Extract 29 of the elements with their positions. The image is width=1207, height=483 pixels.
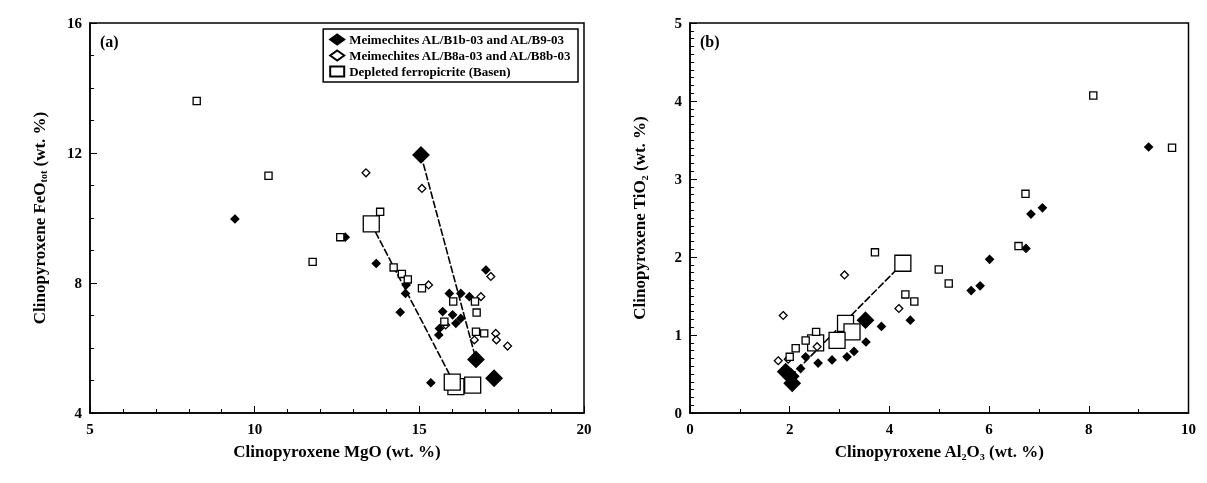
x-tick-label: 10 — [1181, 420, 1196, 437]
y-tick-label: 12 — [67, 145, 82, 161]
y-axis-title: Clinopyroxene TiO₂ (wt. %) — [630, 116, 649, 320]
legend-label: Meimechites AL/B8a-03 and AL/B8b-03 — [349, 48, 572, 63]
y-tick-label: 3 — [674, 171, 682, 187]
annotation: (b) — [700, 32, 720, 51]
y-tick-label: 2 — [674, 249, 682, 265]
x-axis-title: Clinopyroxene Al₂O₃ (wt. %) — [834, 442, 1044, 461]
y-tick-label: 4 — [74, 405, 83, 421]
x-axis-title: Clinopyroxene MgO (wt. %) — [233, 442, 441, 461]
x-tick-label: 0 — [686, 420, 694, 437]
legend-label: Meimechites AL/B1b-03 and AL/B9-03 — [349, 32, 565, 47]
y-tick-label: 8 — [74, 275, 82, 291]
y-tick-label: 4 — [674, 93, 683, 109]
x-tick-label: 2 — [785, 420, 794, 437]
x-tick-label: 5 — [86, 420, 94, 437]
x-tick-label: 6 — [985, 420, 994, 437]
y-tick-label: 5 — [674, 15, 682, 31]
x-tick-label: 20 — [576, 420, 592, 437]
y-tick-label: 0 — [674, 405, 682, 421]
x-tick-label: 15 — [411, 420, 427, 437]
annotation: (a) — [100, 32, 119, 51]
x-tick-label: 8 — [1085, 420, 1093, 437]
y-tick-label: 1 — [674, 327, 682, 343]
legend-label: Depleted ferropicrite (Basen) — [349, 64, 511, 79]
y-tick-label: 16 — [67, 15, 83, 31]
y-axis-title: Clinopyroxene FeOtot (wt. %) — [29, 111, 49, 325]
x-tick-label: 10 — [247, 420, 263, 437]
x-tick-label: 4 — [885, 420, 894, 437]
